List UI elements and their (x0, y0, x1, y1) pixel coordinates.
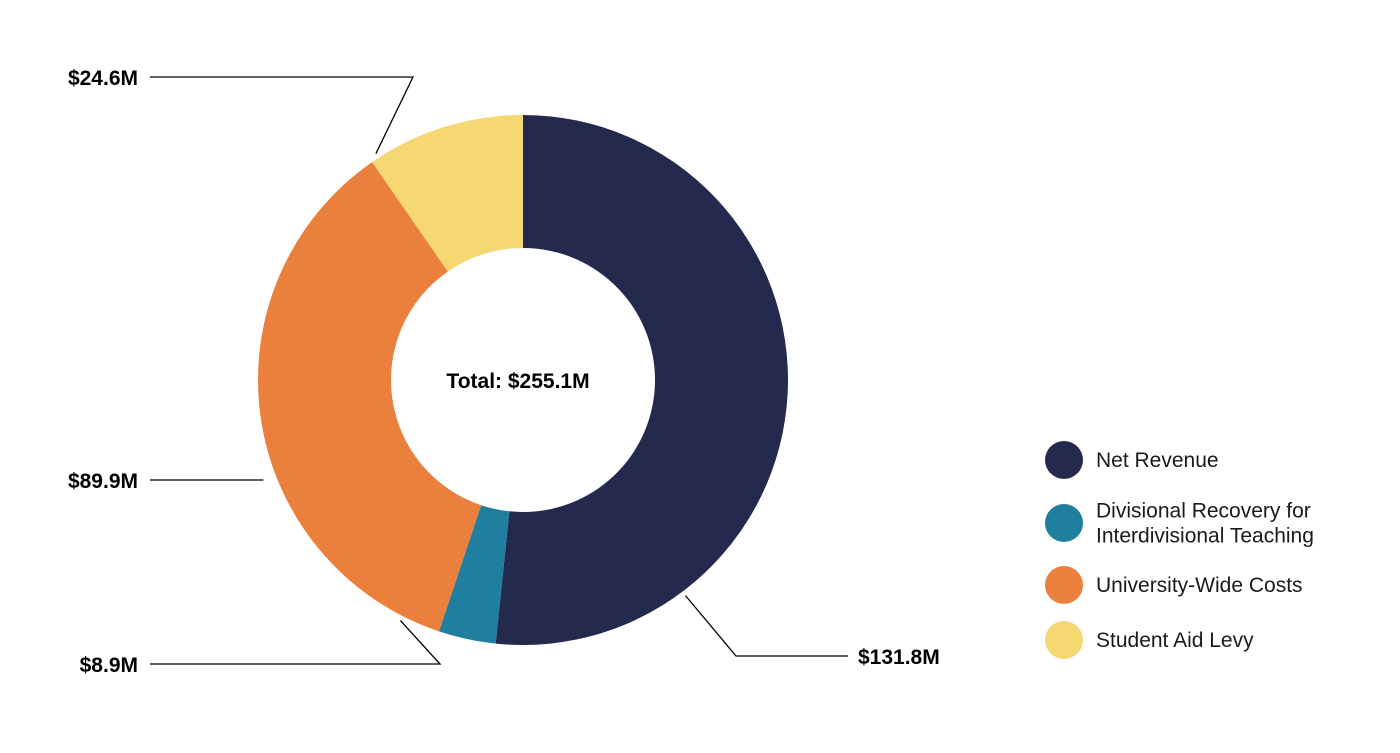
legend-item: University-Wide Costs (1045, 566, 1303, 604)
legend-item: Net Revenue (1045, 441, 1219, 479)
legend-swatch (1045, 441, 1083, 479)
legend-item: Student Aid Levy (1045, 621, 1254, 659)
legend-label: Student Aid Levy (1096, 629, 1254, 652)
legend-label: Interdivisional Teaching (1096, 525, 1314, 548)
value-labels-layer: $131.8M $8.9M $89.9M $24.6M (68, 67, 940, 677)
leader-line (684, 595, 848, 657)
slice-value-label: $131.8M (858, 646, 940, 669)
donut-slice-net-revenue (495, 115, 789, 646)
legend-swatch (1045, 566, 1083, 604)
legend-swatch (1045, 504, 1083, 542)
slice-value-label: $24.6M (68, 67, 138, 90)
donut-slice-university-wide-costs (258, 162, 482, 632)
leader-line (150, 620, 442, 665)
legend-label: Divisional Recovery for (1096, 500, 1311, 523)
leader-line (150, 76, 415, 154)
slice-value-label: $89.9M (68, 470, 138, 493)
donut-slice-divisional-recovery-for-interdivisional-teaching (439, 505, 510, 644)
center-total-label: Total: $255.1M (446, 370, 589, 393)
slices-layer (258, 115, 789, 646)
donut-slice-student-aid-levy (372, 115, 523, 272)
leader-lines-layer (150, 76, 848, 665)
legend-label: Net Revenue (1096, 449, 1219, 472)
legend-swatch (1045, 621, 1083, 659)
legend-label: University-Wide Costs (1096, 574, 1303, 597)
slice-value-label: $8.9M (80, 654, 138, 677)
legend: Net Revenue Divisional Recovery forInterd… (1045, 441, 1314, 659)
